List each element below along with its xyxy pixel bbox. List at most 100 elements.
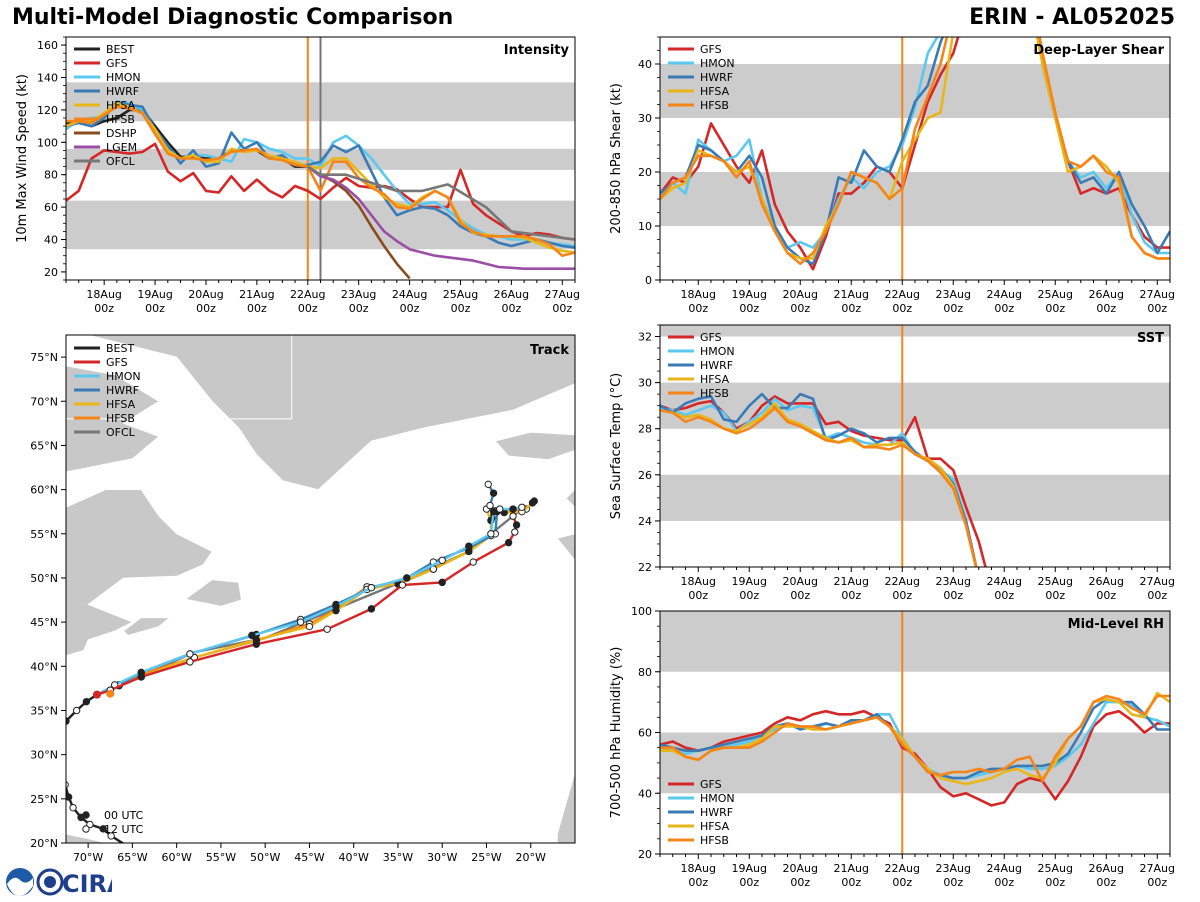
x-tick-label-day: 25Aug bbox=[1038, 288, 1073, 301]
y-tick-label: 30 bbox=[638, 112, 652, 125]
x-tick-label-hour: 00z bbox=[400, 302, 420, 315]
x-tick-label-day: 25Aug bbox=[1038, 862, 1073, 875]
storm-title: ERIN - AL052025 bbox=[969, 5, 1175, 30]
panel-title: SST bbox=[1137, 331, 1164, 346]
track-panel: 70°W 65°W 60°W 55°W 50°W 45°W 40°W 35°W 30°W 25°W… bbox=[30, 334, 576, 864]
intensity-panel: 18Aug00z19Aug00z20Aug00z21Aug00z22Aug00z… bbox=[15, 36, 580, 315]
y-axis-label: 10m Max Wind Speed (kt) bbox=[15, 74, 30, 243]
legend-label-hwrf: HWRF bbox=[700, 71, 733, 84]
x-tick-label-hour: 00z bbox=[1147, 876, 1167, 889]
legend-label-hmon: HMON bbox=[106, 71, 141, 84]
sst-panel: 18Aug00z19Aug00z20Aug00z21Aug00z22Aug00z… bbox=[609, 324, 1175, 600]
x-tick-label-hour: 00z bbox=[1147, 589, 1167, 600]
land-polygon bbox=[122, 611, 177, 636]
marker-legend-swatch bbox=[82, 811, 90, 819]
logos: CIRA bbox=[6, 868, 112, 898]
legend-label-gfs: GFS bbox=[106, 356, 128, 369]
x-tick-label-day: 22Aug bbox=[885, 862, 920, 875]
track-point bbox=[518, 503, 526, 511]
legend-label-hmon: HMON bbox=[700, 57, 735, 70]
x-tick-label-day: 25Aug bbox=[443, 288, 478, 301]
x-tick-label-hour: 00z bbox=[892, 302, 912, 315]
legend-label-gfs: GFS bbox=[700, 331, 722, 344]
track-point bbox=[252, 640, 261, 648]
shaded-band bbox=[660, 611, 1170, 672]
x-tick-label: 60°W bbox=[161, 851, 191, 864]
panel-title: Deep-Layer Shear bbox=[1033, 43, 1164, 58]
x-tick-label: 45°W bbox=[294, 851, 324, 864]
shear-panel: 18Aug00z19Aug00z20Aug00z21Aug00z22Aug00z… bbox=[609, 36, 1175, 315]
track-point bbox=[58, 769, 64, 775]
y-tick-label: 25°N bbox=[30, 793, 58, 806]
legend-label-ofcl: OFCL bbox=[106, 426, 136, 439]
legend-label-hfsb: HFSB bbox=[106, 113, 135, 126]
land-polygon bbox=[66, 833, 106, 843]
track-point bbox=[465, 542, 473, 550]
series-line-hfsb bbox=[660, 694, 1170, 783]
x-tick-label-day: 26Aug bbox=[1089, 862, 1124, 875]
series-line-hfsb bbox=[660, 406, 978, 567]
y-tick-label: 20 bbox=[44, 266, 58, 279]
series-line-hmon bbox=[660, 37, 1170, 255]
land-polygon bbox=[494, 431, 575, 461]
track-point bbox=[511, 528, 519, 536]
x-tick-label-hour: 00z bbox=[841, 302, 861, 315]
legend-label-hwrf: HWRF bbox=[106, 384, 139, 397]
x-tick-label-day: 24Aug bbox=[987, 575, 1022, 588]
legend-label-lgem: LGEM bbox=[106, 141, 137, 154]
plot-group bbox=[660, 611, 1170, 854]
x-tick-label-day: 21Aug bbox=[834, 288, 869, 301]
track-point bbox=[72, 706, 81, 715]
track-point bbox=[66, 781, 69, 789]
land-polygon bbox=[66, 489, 213, 657]
land-polygon bbox=[184, 579, 242, 607]
x-tick-label-day: 23Aug bbox=[936, 862, 971, 875]
track-point bbox=[484, 480, 492, 489]
y-tick-label: 40°N bbox=[30, 660, 58, 673]
x-tick-label-hour: 00z bbox=[790, 589, 810, 600]
track-point bbox=[489, 489, 498, 497]
y-tick-label: 30 bbox=[638, 377, 652, 390]
x-tick-label-hour: 00z bbox=[688, 302, 708, 315]
x-tick-label: 40°W bbox=[339, 851, 369, 864]
land-polygon bbox=[66, 335, 575, 491]
track-point bbox=[367, 605, 376, 613]
rh-panel: 18Aug00z19Aug00z20Aug00z21Aug00z22Aug00z… bbox=[609, 605, 1175, 889]
x-tick-label-hour: 00z bbox=[1045, 589, 1065, 600]
track-point bbox=[107, 832, 115, 840]
x-tick-label-hour: 00z bbox=[841, 876, 861, 889]
y-tick-label: 20°N bbox=[30, 837, 58, 850]
x-tick-label-day: 19Aug bbox=[137, 288, 172, 301]
track-point bbox=[509, 505, 517, 513]
track-line-best-segment bbox=[66, 693, 98, 722]
y-tick-label: 50°N bbox=[30, 572, 58, 585]
legend-label-hmon: HMON bbox=[700, 345, 735, 358]
series-line-hfsa bbox=[660, 402, 978, 567]
legend-label-hfsa: HFSA bbox=[700, 373, 730, 386]
x-tick-label-hour: 00z bbox=[688, 876, 708, 889]
y-tick-label: 75°N bbox=[30, 351, 58, 364]
x-tick-label-hour: 00z bbox=[790, 876, 810, 889]
track-point bbox=[512, 521, 521, 529]
panel-title: Track bbox=[530, 343, 569, 358]
y-tick-label: 80 bbox=[44, 169, 58, 182]
x-tick-label-day: 26Aug bbox=[1089, 575, 1124, 588]
x-tick-label-day: 18Aug bbox=[681, 862, 716, 875]
x-tick-label-hour: 00z bbox=[943, 589, 963, 600]
legend-label-hfsa: HFSA bbox=[106, 398, 136, 411]
legend-label-dshp: DSHP bbox=[106, 127, 137, 140]
x-tick-label-hour: 00z bbox=[790, 302, 810, 315]
land-polygon bbox=[565, 454, 575, 508]
legend-label-hfsb: HFSB bbox=[700, 99, 729, 112]
track-point bbox=[398, 581, 407, 589]
x-tick-label-day: 19Aug bbox=[732, 288, 767, 301]
series-line-hfsb bbox=[66, 105, 575, 257]
legend-label-hwrf: HWRF bbox=[700, 806, 733, 819]
legend-label-gfs: GFS bbox=[700, 778, 722, 791]
legend-label-hmon: HMON bbox=[106, 370, 141, 383]
track-point bbox=[496, 505, 504, 513]
y-tick-label: 65°N bbox=[30, 439, 58, 452]
plot-group bbox=[660, 325, 1170, 567]
shaded-band bbox=[660, 474, 1170, 521]
x-tick-label-hour: 00z bbox=[145, 302, 165, 315]
